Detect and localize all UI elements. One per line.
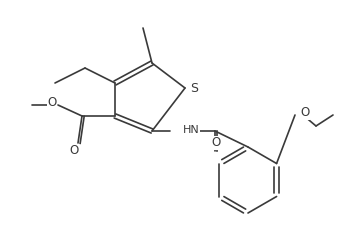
Text: S: S: [190, 82, 198, 94]
Text: O: O: [300, 106, 309, 120]
Text: O: O: [212, 136, 221, 150]
Text: HN: HN: [183, 125, 200, 135]
Text: O: O: [69, 145, 79, 157]
Text: O: O: [47, 96, 57, 110]
